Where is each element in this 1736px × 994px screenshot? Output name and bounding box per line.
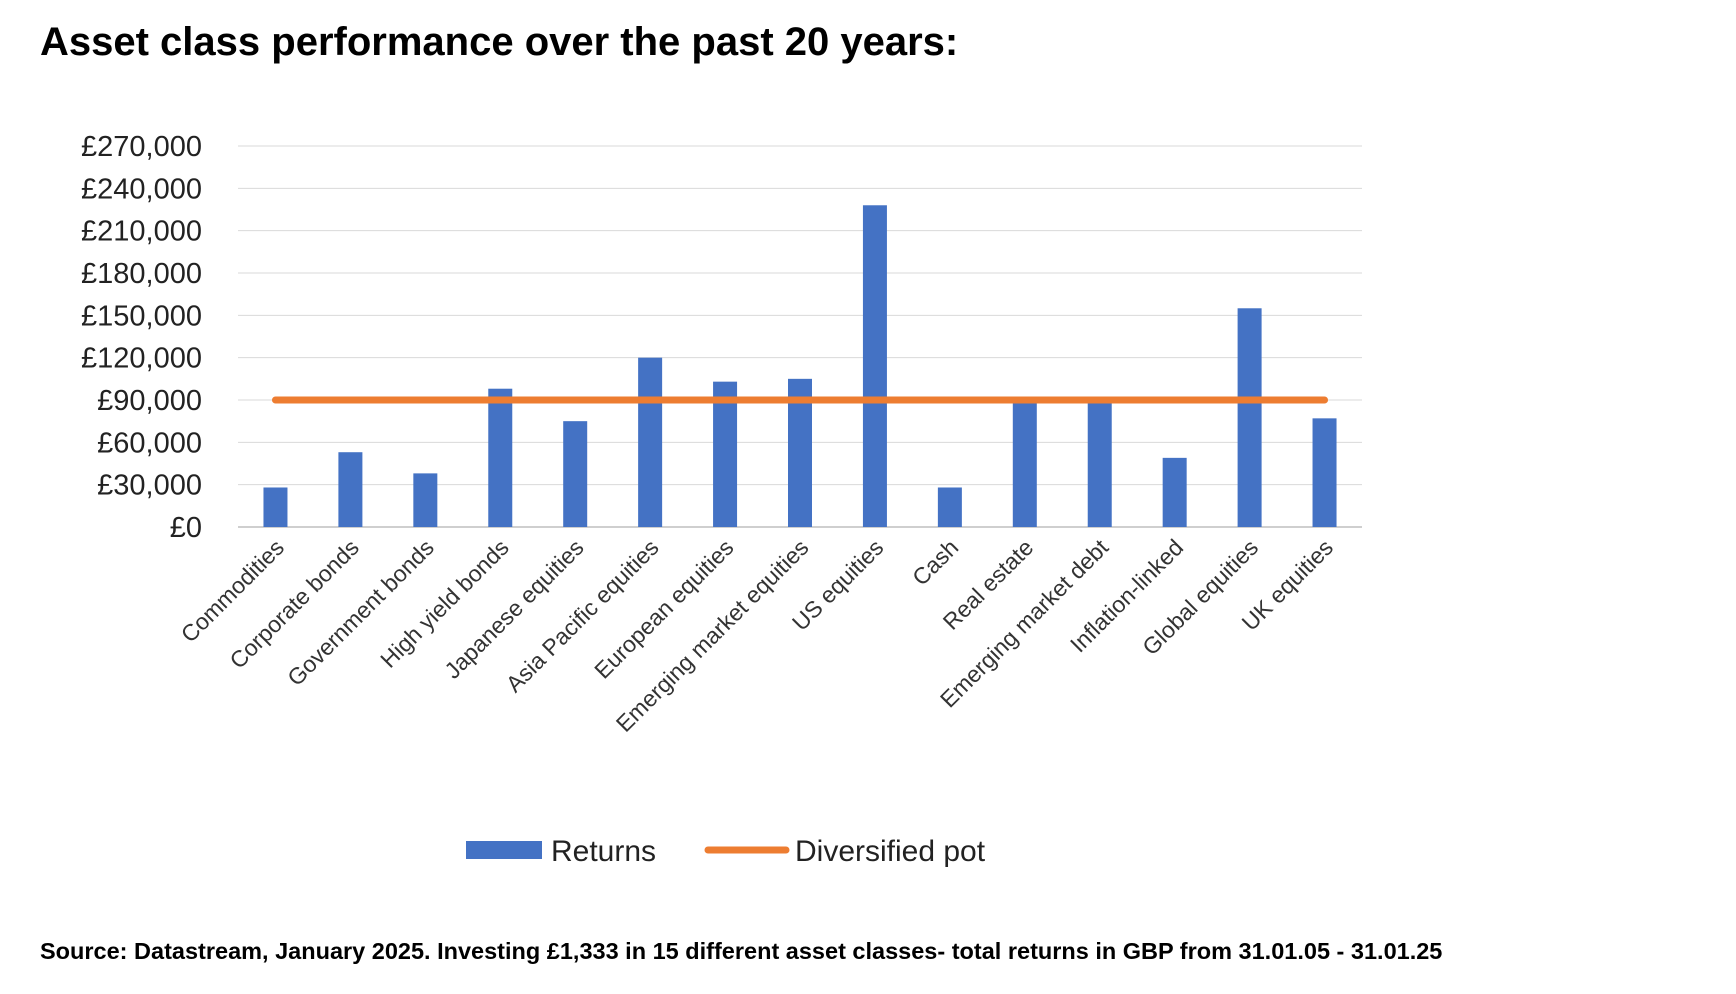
- y-tick-label: £180,000: [81, 258, 202, 290]
- bar-corporate-bonds: [338, 452, 363, 527]
- x-tick-label: Corporate bonds: [224, 534, 364, 674]
- x-tick-label: European equities: [589, 534, 738, 683]
- bar-inflation-linked: [1162, 457, 1187, 527]
- y-tick-label: £240,000: [81, 173, 202, 205]
- bar-global-equities: [1237, 308, 1262, 527]
- bar-real-estate: [1012, 402, 1037, 527]
- y-tick-label: £150,000: [81, 300, 202, 332]
- legend-returns-swatch: [466, 841, 542, 859]
- legend-returns-label: Returns: [551, 835, 656, 868]
- y-tick-label: £60,000: [97, 427, 202, 459]
- y-tick-label: £30,000: [97, 470, 202, 502]
- chart-area: £0 £30,000 £60,000 £90,000 £120,000 £150,000 £…: [81, 131, 1362, 868]
- bar-european-equities: [713, 381, 738, 527]
- bar-uk-equities: [1312, 418, 1337, 527]
- x-tick-label: Japanese equities: [439, 534, 588, 683]
- bar-government-bonds: [413, 473, 438, 527]
- bar-emerging-market-debt: [1087, 402, 1112, 527]
- y-tick-label: £270,000: [81, 131, 202, 163]
- y-tick-label: £210,000: [81, 216, 202, 248]
- y-tick-label: £0: [170, 512, 202, 544]
- legend-diversified-label: Diversified pot: [795, 835, 986, 868]
- x-tick-label: Government bonds: [282, 534, 439, 691]
- bar-cash: [937, 487, 962, 527]
- source-note: Source: Datastream, January 2025. Invest…: [40, 938, 1443, 964]
- bar-commodities: [263, 487, 288, 527]
- y-tick-label: £90,000: [97, 385, 202, 417]
- chart-title: Asset class performance over the past 20…: [40, 20, 959, 64]
- bar-us-equities: [862, 205, 887, 527]
- x-tick-label: Cash: [907, 534, 963, 590]
- bar-asia-pacific-equities: [638, 357, 663, 527]
- bar-emerging-market-equities: [788, 378, 812, 527]
- x-tick-label: High yield bonds: [375, 534, 514, 673]
- bar-high-yield-bonds: [488, 388, 513, 527]
- bar-japanese-equities: [563, 421, 588, 527]
- y-tick-label: £120,000: [81, 343, 202, 375]
